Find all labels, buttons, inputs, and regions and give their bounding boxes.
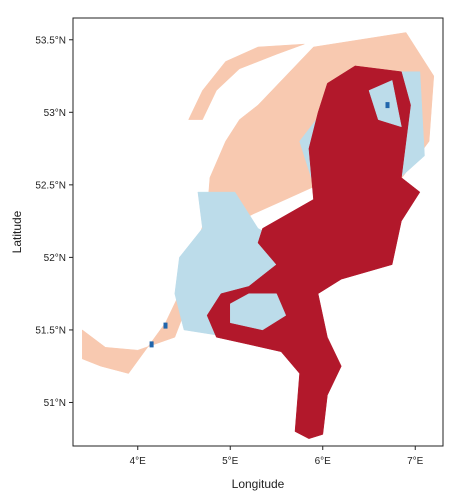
map-point-2	[385, 102, 390, 109]
map-regions	[82, 32, 435, 439]
plot-frame	[72, 17, 444, 447]
y-axis-title: Latitude	[10, 210, 24, 253]
x-tick-label: 5°E	[222, 456, 239, 467]
y-tick-label: 53°N	[44, 108, 66, 119]
x-tick-label: 4°E	[130, 456, 147, 467]
y-tick-label: 51°N	[44, 398, 66, 409]
map-region-crimson-3	[206, 65, 421, 439]
y-axis-ticks: 51°N 51.5°N 52°N 52.5°N 53°N 53.5°N	[35, 35, 73, 409]
x-tick-label: 6°E	[315, 456, 332, 467]
y-tick-label: 52.5°N	[35, 180, 66, 191]
map-region-light-blue-4	[368, 80, 402, 128]
map-point-0	[163, 322, 168, 329]
map-region-peach-1	[188, 43, 305, 120]
map-points	[149, 102, 390, 348]
map-point-1	[149, 341, 154, 348]
x-axis-ticks: 4°E 5°E 6°E 7°E	[130, 446, 424, 467]
y-tick-label: 53.5°N	[35, 35, 66, 46]
x-tick-label: 7°E	[407, 456, 424, 467]
y-tick-label: 51.5°N	[35, 325, 66, 336]
map-region-light-blue-5	[230, 293, 287, 331]
x-axis-title: Longitude	[232, 477, 285, 491]
y-tick-label: 52°N	[44, 253, 66, 264]
